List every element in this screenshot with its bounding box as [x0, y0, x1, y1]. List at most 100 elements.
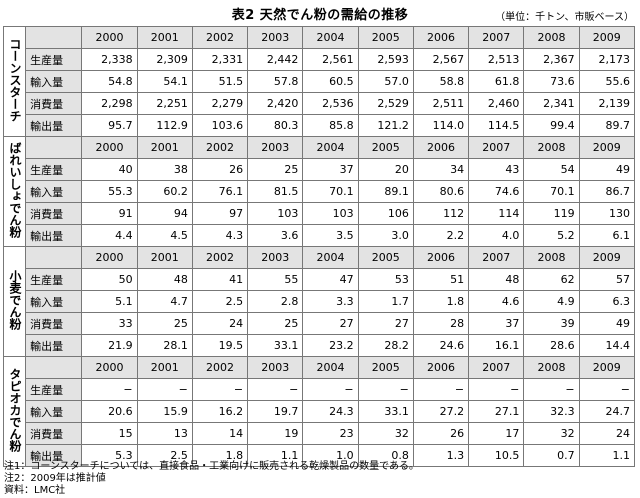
- value-cell: 53: [357, 268, 414, 291]
- value-cell: 3.3: [302, 290, 359, 313]
- row-label: 輸入量: [25, 70, 83, 93]
- value-cell: 61.8: [468, 70, 525, 93]
- value-cell: 70.1: [523, 180, 580, 203]
- section-label: 小麦でん粉: [2, 246, 27, 357]
- value-cell: 6.3: [578, 290, 636, 313]
- table-row: 生産量 2,338 2,309 2,331 2,442 2,561 2,593 2,567 2,…: [4, 48, 636, 71]
- year-header-row: ばれいしょでん粉 2000 2001 2002 2003 2004 2005 2006 2007…: [2, 136, 636, 247]
- table-row: 輸出量 4.4 4.5 4.3 3.6 3.5 3.0 2.2 4.0 5.2 6.1: [4, 224, 636, 247]
- value-cell: 43: [468, 158, 525, 181]
- value-cell: 2,460: [468, 92, 525, 115]
- value-cell: 16.2: [191, 400, 249, 423]
- row-label: 消費量: [25, 202, 83, 225]
- section-label: コーンスターチ: [2, 26, 27, 137]
- value-cell: 81.5: [247, 180, 304, 203]
- value-cell: 1.0: [302, 444, 359, 467]
- value-cell: 28: [412, 312, 470, 335]
- value-cell: 3.0: [357, 224, 414, 247]
- year-header: 2006: [412, 356, 470, 379]
- value-cell: 2,338: [81, 48, 138, 71]
- value-cell: 4.4: [81, 224, 138, 247]
- value-cell: 37: [302, 158, 359, 181]
- value-cell: 3.5: [302, 224, 359, 247]
- value-cell: 33.1: [247, 334, 304, 357]
- section-name: タピオカでん粉: [8, 368, 22, 452]
- value-cell: 2.5: [191, 290, 249, 313]
- value-cell: 39: [523, 312, 580, 335]
- value-cell: 103.6: [191, 114, 249, 137]
- value-cell: 49: [578, 158, 636, 181]
- table-row: 輸入量 5.1 4.7 2.5 2.8 3.3 1.7 1.8 4.6 4.9 6.3: [4, 290, 636, 313]
- value-cell: 80.3: [247, 114, 304, 137]
- year-header: 2002: [191, 246, 249, 269]
- value-cell: 70.1: [302, 180, 359, 203]
- row-label: 生産量: [25, 158, 83, 181]
- value-cell: 15: [81, 422, 138, 445]
- value-cell: 1.1: [578, 444, 636, 467]
- value-cell: 23.2: [302, 334, 359, 357]
- year-header: 2004: [302, 356, 359, 379]
- value-cell: 2,309: [136, 48, 193, 71]
- value-cell: 2,513: [468, 48, 525, 71]
- header-corner: [25, 26, 83, 49]
- table-row: 生産量 40 38 26 25 37 20 34 43 54 49: [4, 158, 636, 181]
- value-cell: 1.7: [357, 290, 414, 313]
- row-label: 生産量: [25, 378, 83, 401]
- value-cell: −: [81, 378, 138, 401]
- value-cell: 55: [247, 268, 304, 291]
- year-header: 2003: [247, 246, 304, 269]
- table-body: コーンスターチ 2000 2001 2002 2003 2004 2005 2006 2007 2…: [2, 26, 636, 467]
- note-1: 注1：コーンスターチについては、直接食品・工業向けに販売される乾燥製品の数量であ…: [4, 461, 420, 472]
- row-label: 生産量: [25, 48, 83, 71]
- value-cell: −: [412, 378, 470, 401]
- year-header: 2007: [468, 26, 525, 49]
- value-cell: 47: [302, 268, 359, 291]
- year-header: 2004: [302, 246, 359, 269]
- value-cell: 5.2: [523, 224, 580, 247]
- value-cell: 38: [136, 158, 193, 181]
- value-cell: 62: [523, 268, 580, 291]
- value-cell: 14.4: [578, 334, 636, 357]
- value-cell: 5.1: [81, 290, 138, 313]
- value-cell: 51: [412, 268, 470, 291]
- value-cell: 60.5: [302, 70, 359, 93]
- value-cell: 2,593: [357, 48, 414, 71]
- value-cell: −: [191, 378, 249, 401]
- year-header: 2000: [81, 246, 138, 269]
- value-cell: 2,139: [578, 92, 636, 115]
- row-label: 消費量: [25, 92, 83, 115]
- row-label: 輸出量: [25, 114, 83, 137]
- value-cell: 27.2: [412, 400, 470, 423]
- row-label: 輸出量: [25, 334, 83, 357]
- table-row: 生産量 − − − − − − − − − −: [4, 378, 636, 401]
- title-row: 表2 天然でん粉の需給の推移 （単位：千トン、市販ベース）: [0, 0, 640, 26]
- value-cell: 54.1: [136, 70, 193, 93]
- table-row: 輸出量 95.7 112.9 103.6 80.3 85.8 121.2 114.0 114.5…: [4, 114, 636, 137]
- value-cell: 119: [523, 202, 580, 225]
- value-cell: 26: [412, 422, 470, 445]
- value-cell: 2,251: [136, 92, 193, 115]
- value-cell: 24.7: [578, 400, 636, 423]
- value-cell: 17: [468, 422, 525, 445]
- value-cell: 20: [357, 158, 414, 181]
- notes: 注1：コーンスターチについては、直接食品・工業向けに販売される乾燥製品の数量であ…: [4, 461, 419, 497]
- value-cell: −: [468, 378, 525, 401]
- table-row: 輸出量 5.3 2.5 1.8 1.1 1.0 0.8 1.3 10.5 0.7 1.1: [4, 444, 636, 467]
- year-header: 2001: [136, 356, 193, 379]
- value-cell: 25: [136, 312, 193, 335]
- value-cell: 24.6: [412, 334, 470, 357]
- year-header: 2000: [81, 26, 138, 49]
- value-cell: 2,341: [523, 92, 580, 115]
- value-cell: 13: [136, 422, 193, 445]
- table-row: 消費量 2,298 2,251 2,279 2,420 2,536 2,529 2,511 2,…: [4, 92, 636, 115]
- value-cell: 4.6: [468, 290, 525, 313]
- value-cell: 2,567: [412, 48, 470, 71]
- value-cell: 6.1: [578, 224, 636, 247]
- row-label: 輸入量: [25, 290, 83, 313]
- value-cell: 89.1: [357, 180, 414, 203]
- value-cell: 54.8: [81, 70, 138, 93]
- year-header: 2009: [578, 26, 636, 49]
- value-cell: 57.0: [357, 70, 414, 93]
- year-header: 2005: [357, 26, 414, 49]
- year-header: 2009: [578, 136, 636, 159]
